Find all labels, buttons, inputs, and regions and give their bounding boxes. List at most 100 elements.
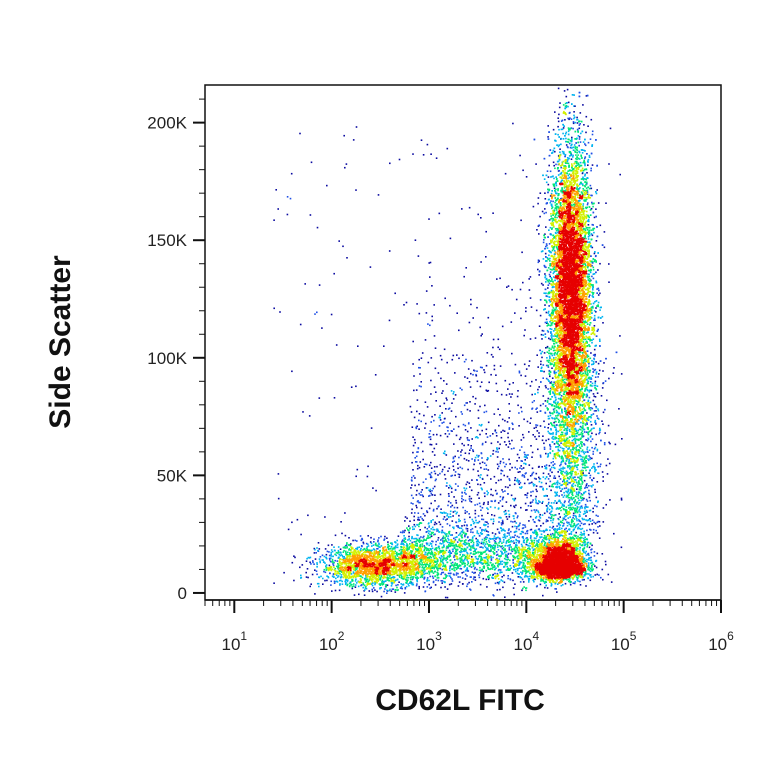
data-point (563, 426, 565, 428)
data-point (559, 230, 561, 232)
data-point (582, 104, 584, 106)
data-point (551, 309, 554, 311)
data-point (585, 402, 588, 404)
data-point (551, 286, 554, 289)
data-point (563, 234, 566, 236)
data-point (570, 406, 573, 408)
data-point (558, 526, 561, 529)
data-point (552, 161, 555, 164)
data-point (580, 361, 583, 363)
data-point (552, 318, 554, 320)
data-point (573, 227, 576, 229)
data-point (567, 177, 569, 180)
data-point (564, 280, 566, 282)
data-point (561, 431, 564, 434)
data-point (575, 157, 577, 160)
data-point (569, 272, 571, 275)
data-point (574, 354, 576, 357)
data-point (575, 389, 577, 391)
data-point (566, 162, 568, 164)
data-point (552, 330, 555, 332)
data-point (558, 240, 560, 243)
data-point (566, 222, 569, 225)
data-point (562, 236, 565, 239)
data-point (559, 148, 561, 150)
data-point (557, 155, 560, 157)
data-point (583, 231, 585, 234)
data-point (580, 274, 582, 277)
data-point (579, 215, 581, 218)
data-point (580, 262, 583, 264)
data-point (542, 284, 544, 286)
data-point (580, 228, 582, 230)
data-point (545, 318, 548, 321)
data-point (556, 275, 558, 277)
data-point (554, 201, 556, 204)
data-point (542, 258, 545, 260)
data-point (582, 272, 584, 275)
data-point (559, 102, 561, 104)
data-point (561, 119, 564, 122)
data-point (582, 169, 585, 172)
data-point (567, 441, 569, 444)
data-point (546, 170, 549, 172)
data-point (571, 277, 573, 280)
data-point (579, 123, 581, 125)
data-point (560, 243, 563, 246)
data-point (576, 219, 578, 221)
data-point (582, 216, 584, 219)
data-point (575, 387, 577, 390)
data-point (562, 160, 565, 163)
data-point (582, 313, 585, 315)
data-point (586, 306, 588, 308)
data-point (576, 176, 578, 179)
data-point (570, 360, 573, 362)
data-point (568, 421, 571, 423)
data-point (599, 292, 601, 295)
data-point (559, 151, 561, 153)
data-point (593, 348, 596, 351)
data-point (592, 229, 594, 231)
data-point (550, 176, 552, 178)
data-point (592, 331, 595, 333)
data-point (580, 414, 582, 417)
data-point (556, 278, 558, 280)
data-point (584, 144, 587, 147)
data-point (566, 88, 569, 91)
data-point (563, 378, 566, 381)
data-point (553, 349, 556, 352)
data-point (592, 399, 595, 402)
data-point (545, 211, 547, 214)
data-point (545, 266, 547, 269)
data-point (579, 287, 581, 290)
data-point (577, 162, 580, 165)
data-point (557, 367, 559, 369)
data-point (568, 368, 570, 371)
data-point (583, 338, 585, 341)
data-point (562, 152, 565, 155)
data-point (578, 434, 580, 436)
data-point (543, 292, 545, 294)
data-point (581, 152, 584, 154)
data-point (587, 336, 590, 339)
data-point (569, 403, 572, 406)
data-point (568, 459, 571, 462)
data-point (571, 169, 573, 172)
data-point (585, 332, 588, 334)
data-point (555, 140, 557, 142)
data-point (574, 209, 577, 212)
data-point (568, 374, 570, 377)
data-point (559, 247, 561, 249)
data-point (547, 284, 550, 286)
data-point (558, 223, 561, 226)
data-point (579, 324, 581, 326)
data-point (591, 275, 593, 278)
data-point (541, 350, 544, 353)
data-point (551, 367, 553, 369)
data-point (565, 194, 568, 197)
data-point (565, 270, 567, 272)
data-point (558, 243, 560, 245)
data-point (574, 314, 576, 317)
data-point (558, 262, 561, 265)
data-point (565, 95, 568, 98)
